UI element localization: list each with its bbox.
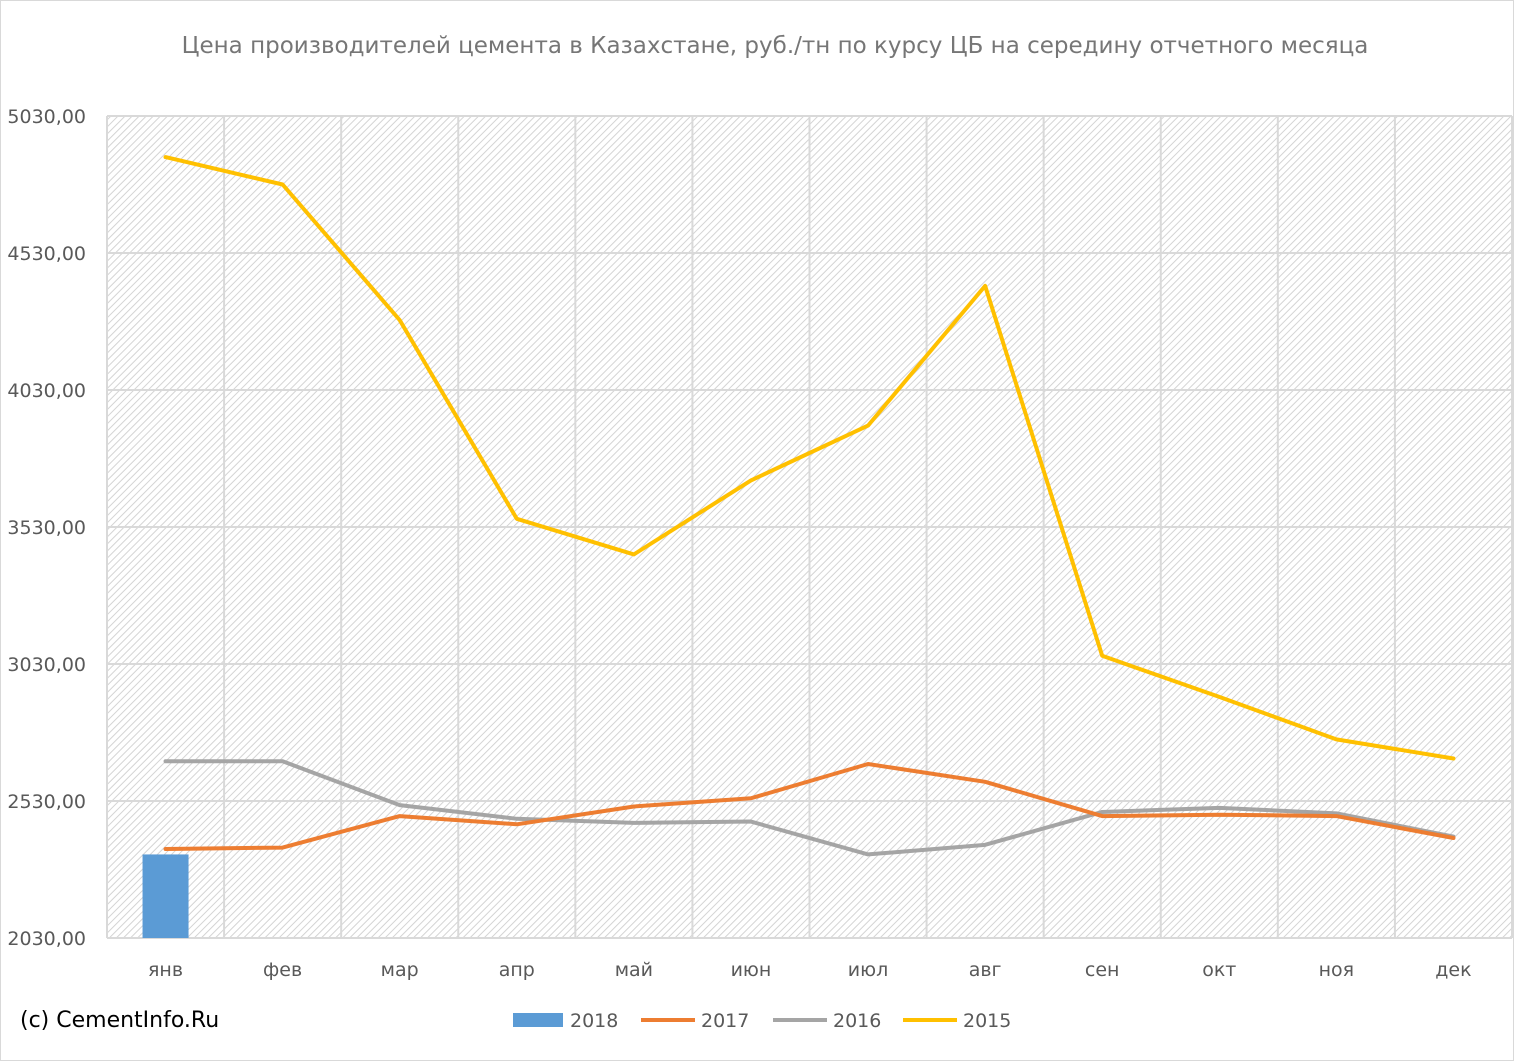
x-axis: янв фев мар апр май июн июл авг сен окт ноя дек [148,959,1472,981]
grid-lines [106,115,1513,939]
x-tick-label: мар [381,959,419,981]
x-tick-label: фев [263,959,302,981]
x-tick-label: май [615,959,653,981]
legend-swatch [513,1013,563,1027]
y-tick-label: 4530,00 [7,243,86,265]
legend-item-2017: 2017 [641,1010,749,1032]
legend: 2018 2017 2016 2015 [513,1010,1011,1032]
x-tick-label: июн [731,959,772,981]
x-tick-label: апр [499,959,535,981]
line-series [163,155,1456,857]
y-axis: 2030,00 2530,00 3030,00 3530,00 4030,00 4530,… [7,106,86,950]
x-tick-label: авг [969,959,1002,981]
legend-label: 2017 [701,1010,749,1032]
x-tick-label: окт [1202,959,1236,981]
x-tick-label: июл [848,959,889,981]
legend-item-2016: 2016 [773,1010,881,1032]
y-tick-label: 3530,00 [7,517,86,539]
x-tick-label: сен [1085,959,1120,981]
line-2017 [163,762,1456,851]
line-2015 [163,155,1456,761]
y-tick-label: 5030,00 [7,106,86,128]
legend-label: 2015 [963,1010,1011,1032]
bar-2018 [142,854,189,938]
legend-label: 2018 [570,1010,618,1032]
y-tick-label: 2030,00 [7,928,86,950]
legend-item-2015: 2015 [903,1010,1011,1032]
x-tick-label: янв [148,959,183,981]
y-tick-label: 2530,00 [7,791,86,813]
x-tick-label: ноя [1319,959,1354,981]
x-tick-label: дек [1435,959,1471,981]
copyright-text: (c) CementInfo.Ru [20,1008,220,1033]
line-2016 [163,759,1456,857]
legend-item-2018: 2018 [513,1010,618,1032]
bar-series [142,854,189,938]
legend-label: 2016 [833,1010,881,1032]
y-tick-label: 4030,00 [7,380,86,402]
chart-title: Цена производителей цемента в Казахстане… [181,33,1369,59]
y-tick-label: 3030,00 [7,654,86,676]
